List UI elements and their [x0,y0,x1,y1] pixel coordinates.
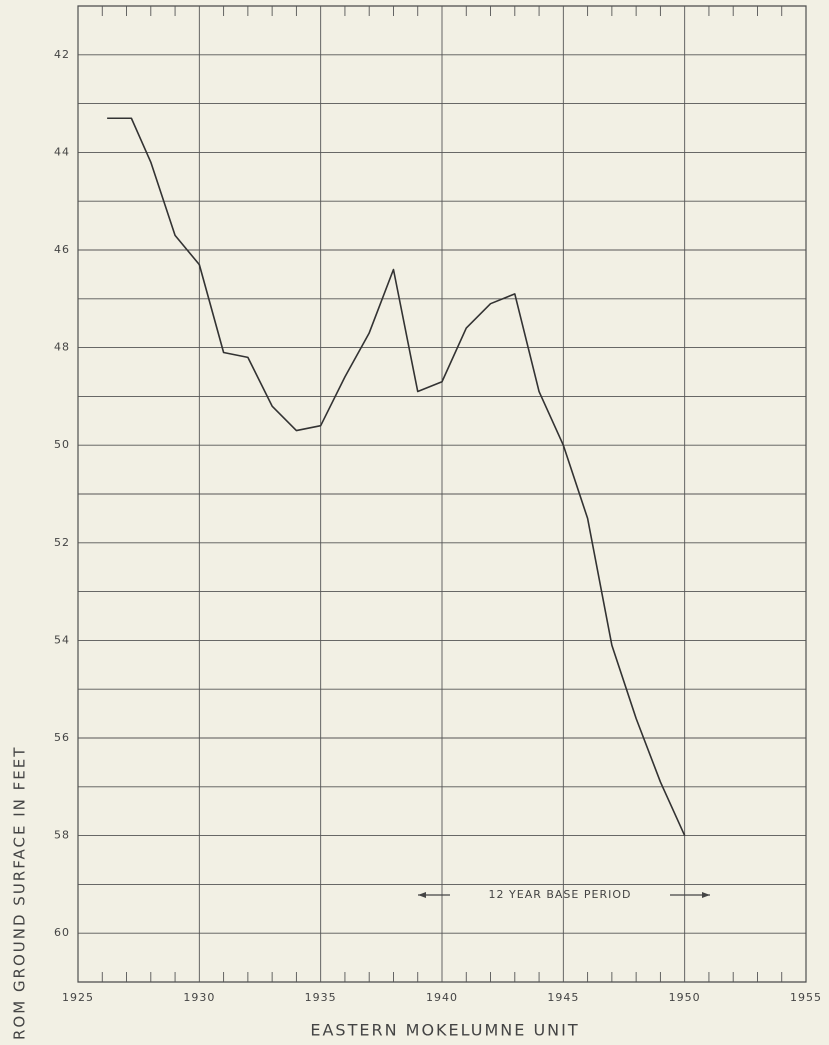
y-tick-label: 56 [54,731,70,744]
x-tick-label: 1930 [183,991,215,1004]
y-tick-label: 60 [54,926,70,939]
annotation-arrowhead [418,892,426,898]
annotation-arrowhead [702,892,710,898]
x-tick-label: 1955 [790,991,822,1004]
y-tick-label: 58 [54,829,70,842]
x-tick-label: 1925 [62,991,94,1004]
x-tick-label: 1940 [426,991,458,1004]
data-line [107,117,686,836]
y-tick-label: 42 [54,48,70,61]
x-tick-label: 1935 [305,991,337,1004]
x-tick-label: 1945 [547,991,579,1004]
y-tick-label: 46 [54,243,70,256]
y-tick-label: 52 [54,536,70,549]
y-tick-label: 50 [54,438,70,451]
x-tick-label: 1950 [669,991,701,1004]
annotation: 12 YEAR BASE PERIOD [489,888,632,901]
y-tick-label: 48 [54,341,70,354]
y-tick-label: 44 [54,145,70,158]
chart-title: EASTERN MOKELUMNE UNIT [310,1021,579,1040]
y-tick-label: 54 [54,633,70,646]
y-axis-label: ROM GROUND SURFACE IN FEET [11,746,29,1040]
